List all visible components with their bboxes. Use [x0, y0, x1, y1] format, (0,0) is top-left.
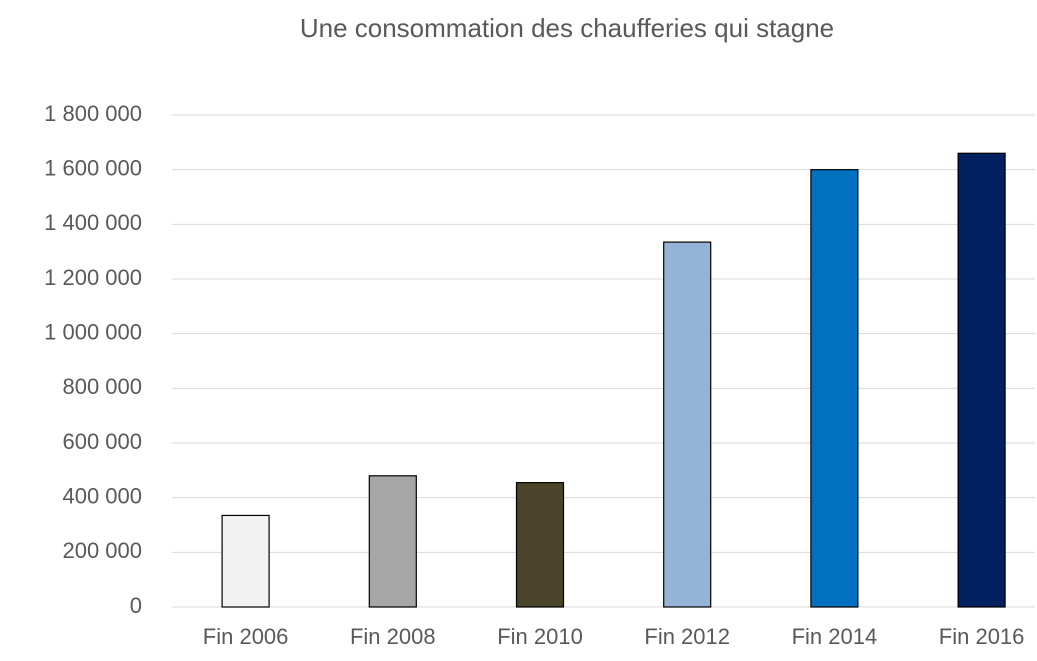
- bar: [221, 514, 270, 608]
- y-tick-label: 400 000: [62, 483, 142, 508]
- y-tick-label: 1 400 000: [44, 210, 142, 235]
- x-tick-label: Fin 2008: [350, 624, 436, 649]
- bar: [957, 152, 1006, 608]
- bar: [810, 169, 859, 608]
- bar: [663, 241, 712, 608]
- y-tick-label: 1 800 000: [44, 101, 142, 126]
- x-tick-label: Fin 2010: [497, 624, 583, 649]
- y-tick-label: 200 000: [62, 538, 142, 563]
- x-tick-label: Fin 2012: [644, 624, 730, 649]
- y-tick-label: 1 000 000: [44, 319, 142, 344]
- bar: [368, 475, 417, 608]
- y-tick-label: 1 600 000: [44, 155, 142, 180]
- x-tick-label: Fin 2014: [792, 624, 878, 649]
- y-tick-label: 800 000: [62, 374, 142, 399]
- x-tick-label: Fin 2006: [203, 624, 289, 649]
- y-tick-label: 1 200 000: [44, 265, 142, 290]
- chart-title: Une consommation des chaufferies qui sta…: [300, 13, 834, 43]
- bar: [515, 482, 565, 608]
- y-tick-label: 0: [130, 593, 142, 618]
- y-tick-label: 600 000: [62, 429, 142, 454]
- x-tick-label: Fin 2016: [939, 624, 1025, 649]
